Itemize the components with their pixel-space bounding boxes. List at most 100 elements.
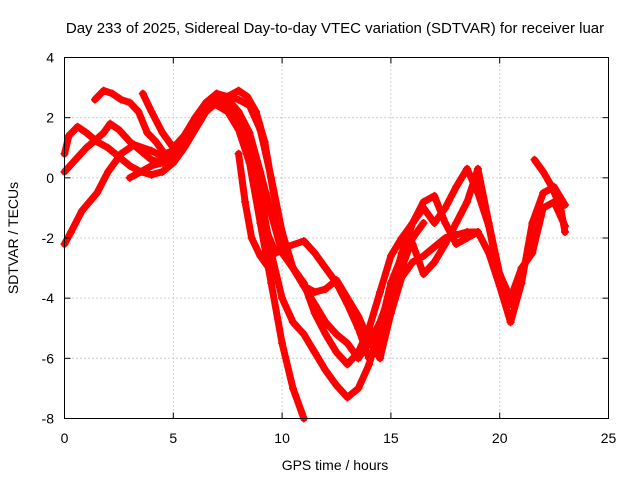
x-tick-label: 10 — [274, 430, 290, 446]
data-point-marker — [243, 92, 252, 101]
series-track-7 — [234, 149, 274, 273]
data-point-marker — [419, 270, 428, 279]
data-point-marker — [288, 318, 297, 327]
data-point-marker — [386, 279, 395, 288]
data-point-marker — [495, 276, 504, 285]
y-tick-label: -4 — [42, 290, 55, 306]
data-point-marker — [547, 182, 556, 191]
data-point-marker — [191, 113, 200, 122]
data-point-marker — [169, 158, 178, 167]
data-point-marker — [267, 209, 276, 218]
data-point-marker — [104, 143, 113, 152]
data-point-marker — [180, 131, 189, 140]
x-axis-label: GPS time / hours — [282, 457, 389, 473]
data-point-marker — [104, 167, 113, 176]
data-point-marker — [419, 252, 428, 261]
data-point-marker — [299, 237, 308, 246]
data-point-marker — [71, 155, 80, 164]
y-tick-label: 4 — [46, 50, 54, 66]
data-point-marker — [234, 95, 243, 104]
data-point-marker — [147, 107, 156, 116]
data-point-marker — [473, 188, 482, 197]
data-point-marker — [530, 155, 539, 164]
data-point-marker — [114, 125, 123, 134]
series-line — [139, 90, 569, 368]
x-tick-label: 20 — [492, 430, 508, 446]
data-point-marker — [212, 89, 221, 98]
data-point-marker — [310, 309, 319, 318]
data-point-marker — [158, 167, 167, 176]
data-point-marker — [251, 107, 260, 116]
data-point-marker — [397, 252, 406, 261]
data-point-marker — [143, 128, 152, 137]
data-point-marker — [430, 258, 439, 267]
data-point-marker — [332, 348, 341, 357]
data-point-marker — [430, 218, 439, 227]
series-track-6 — [138, 89, 569, 369]
data-point-marker — [539, 167, 548, 176]
data-point-marker — [386, 309, 395, 318]
y-axis-label: SDTVAR / TECUs — [5, 182, 21, 294]
axis-tick-labels: 0 5 10 15 20 25 -8 -6 -4 -2 0 2 4 — [42, 50, 617, 447]
series-layer — [60, 86, 569, 423]
data-point-marker — [223, 95, 232, 104]
data-point-marker — [376, 288, 385, 297]
x-tick-label: 25 — [601, 430, 617, 446]
data-point-marker — [463, 234, 472, 242]
data-point-marker — [376, 354, 385, 363]
data-point-marker — [147, 146, 156, 155]
data-point-marker — [321, 264, 330, 273]
data-point-marker — [332, 330, 341, 339]
data-point-marker — [147, 161, 156, 170]
data-point-marker — [90, 95, 99, 104]
data-point-marker — [332, 279, 341, 288]
data-point-marker — [77, 206, 86, 215]
data-point-marker — [265, 264, 274, 273]
data-point-marker — [93, 134, 102, 143]
data-point-marker — [321, 285, 330, 294]
data-point-marker — [134, 107, 143, 116]
data-point-marker — [310, 249, 319, 258]
data-point-marker — [310, 348, 319, 357]
data-point-marker — [288, 384, 297, 393]
data-point-marker — [354, 348, 363, 357]
data-point-marker — [114, 152, 123, 161]
data-point-marker — [247, 234, 256, 242]
data-point-marker — [343, 339, 352, 348]
data-point-marker — [408, 258, 417, 267]
data-point-marker — [365, 339, 374, 348]
data-point-marker — [278, 294, 287, 303]
data-point-marker — [234, 86, 243, 95]
data-point-marker — [365, 324, 374, 333]
data-point-marker — [452, 182, 461, 191]
data-point-marker — [452, 218, 461, 227]
y-tick-label: -6 — [42, 350, 55, 366]
data-point-marker — [125, 173, 134, 182]
data-point-marker — [260, 137, 269, 146]
data-point-marker — [560, 227, 569, 236]
data-point-marker — [463, 197, 472, 206]
data-point-marker — [278, 339, 287, 348]
y-tick-label: 2 — [46, 110, 54, 126]
series-track-8 — [530, 155, 569, 236]
chart-title: Day 233 of 2025, Sidereal Day-to-day VTE… — [66, 20, 604, 37]
x-tick-label: 5 — [169, 430, 177, 446]
data-point-marker — [332, 381, 341, 390]
data-point-marker — [256, 167, 265, 176]
axis-ticks — [64, 57, 609, 419]
y-tick-label: -8 — [42, 411, 55, 427]
data-point-marker — [556, 203, 565, 212]
data-point-marker — [408, 218, 417, 227]
data-point-marker — [93, 188, 102, 197]
data-point-marker — [452, 240, 461, 249]
data-point-marker — [539, 188, 548, 197]
data-point-marker — [430, 191, 439, 200]
data-point-marker — [151, 137, 160, 146]
data-point-marker — [67, 227, 76, 236]
data-point-marker — [506, 318, 515, 327]
data-point-marker — [267, 249, 276, 258]
data-point-marker — [82, 143, 91, 152]
y-tick-label: -2 — [42, 230, 55, 246]
data-point-marker — [169, 143, 178, 152]
